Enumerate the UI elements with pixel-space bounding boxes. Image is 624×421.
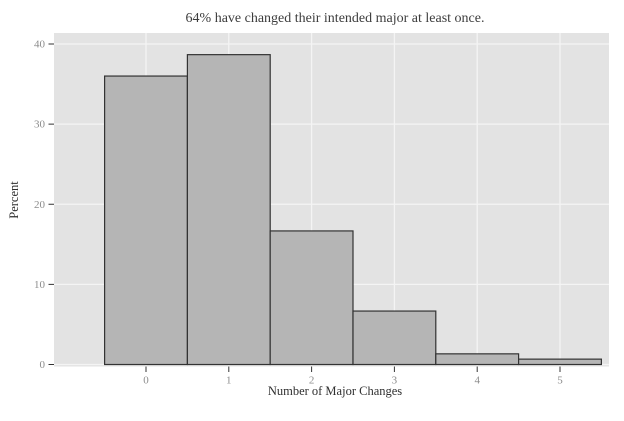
y-tick-label: 40 <box>34 39 46 51</box>
histogram-bars <box>103 54 602 366</box>
x-axis-title: Number of Major Changes <box>268 384 402 398</box>
histogram-bar <box>186 54 271 366</box>
axis-tick-labels: 0 10 20 30 40 0 1 2 3 4 5 <box>34 39 563 387</box>
y-axis-title: Percent <box>7 181 21 219</box>
x-tick-label: 3 <box>392 375 398 387</box>
x-tick-label: 1 <box>226 375 232 387</box>
axis-tick-marks <box>48 43 561 372</box>
y-tick-label: 30 <box>34 119 46 131</box>
x-tick-label: 0 <box>143 375 149 387</box>
x-tick-label: 4 <box>474 375 480 387</box>
x-tick-label: 2 <box>309 375 315 387</box>
chart-title: 64% have changed their intended major at… <box>186 11 485 26</box>
histogram-bar <box>269 230 354 366</box>
y-tick-label: 10 <box>34 279 46 291</box>
x-tick-label: 5 <box>557 375 563 387</box>
histogram-bar <box>103 75 189 366</box>
y-tick-label: 0 <box>40 359 46 371</box>
histogram-bar <box>352 310 437 366</box>
y-tick-label: 20 <box>34 199 46 211</box>
histogram-bar <box>517 358 602 366</box>
histogram-bar <box>435 353 520 366</box>
